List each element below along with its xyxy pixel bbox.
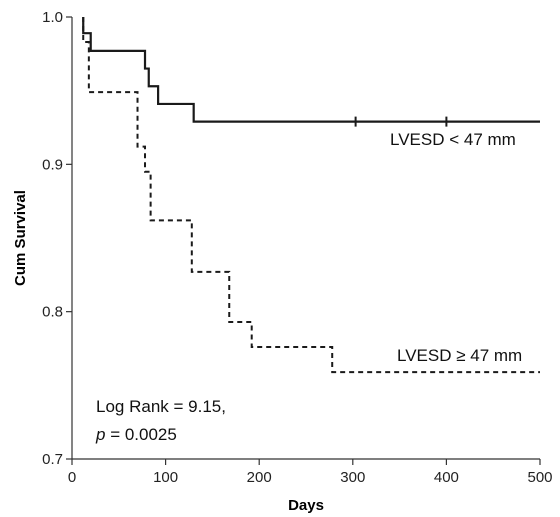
x-tick-label: 300 bbox=[340, 469, 365, 486]
y-tick-label: 0.9 bbox=[42, 156, 63, 173]
y-tick-label: 1.0 bbox=[42, 9, 63, 26]
x-tick-label: 0 bbox=[68, 469, 76, 486]
x-tick-label: 100 bbox=[153, 469, 178, 486]
survival-curve-lvesd-ge-47 bbox=[82, 17, 540, 374]
axes: 0 100 200 300 400 500 0.7 0.8 0.9 1.0 bbox=[42, 9, 552, 486]
y-axis-title: Cum Survival bbox=[12, 190, 29, 286]
x-axis-title: Days bbox=[288, 497, 324, 514]
x-tick-label: 500 bbox=[527, 469, 552, 486]
series-label-lvesd-lt-47: LVESD < 47 mm bbox=[390, 130, 516, 149]
x-tick-label: 400 bbox=[434, 469, 459, 486]
p-value-text: = 0.0025 bbox=[105, 425, 176, 444]
plot-area bbox=[82, 17, 540, 374]
survival-curve-lvesd-lt-47 bbox=[82, 17, 540, 123]
p-symbol: p bbox=[95, 425, 105, 444]
series-label-lvesd-ge-47: LVESD ≥ 47 mm bbox=[397, 346, 522, 365]
y-tick-label: 0.8 bbox=[42, 304, 63, 321]
y-tick-label: 0.7 bbox=[42, 451, 63, 468]
x-tick-label: 200 bbox=[247, 469, 272, 486]
log-rank-statistic: Log Rank = 9.15, bbox=[96, 397, 226, 416]
p-value: p = 0.0025 bbox=[95, 425, 177, 444]
